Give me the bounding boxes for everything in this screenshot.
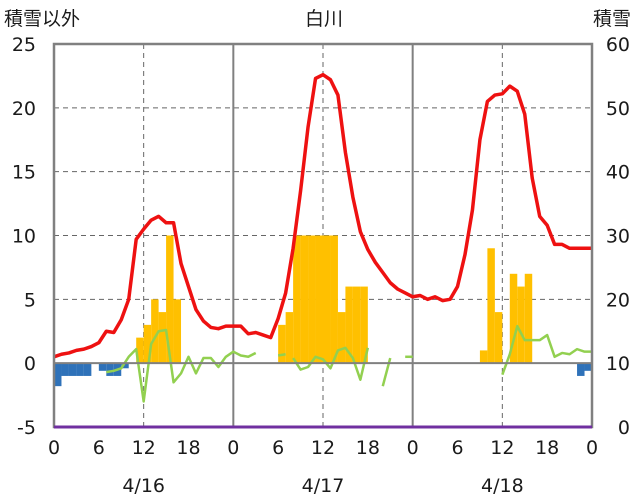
left-y-tick-label: 5: [24, 289, 36, 311]
precip-bar: [315, 235, 323, 364]
right-y-tick-label: 40: [606, 162, 630, 184]
x-tick-label: 6: [272, 437, 284, 459]
snow-bar: [54, 363, 62, 387]
precip-bar: [509, 273, 518, 364]
right-y-tick-label: 20: [606, 289, 630, 311]
precip-bar: [517, 286, 525, 364]
precip-bar: [479, 350, 488, 364]
day-label: 4/16: [122, 475, 165, 497]
precip-bar: [487, 248, 495, 364]
x-tick-label: 0: [407, 437, 419, 459]
tick-labels: -5 0 5 10 15 20 25 0 10 20 30 40 50 60 0 6 12 18 0 6 12 18 0 6 1…: [12, 34, 630, 497]
left-y-tick-label: 15: [12, 162, 36, 184]
day-label: 4/18: [481, 475, 524, 497]
x-tick-label: 0: [227, 437, 239, 459]
precip-bar: [300, 235, 309, 364]
precip-bar: [293, 235, 301, 364]
x-tick-label: 12: [311, 437, 335, 459]
precip-bar: [151, 299, 159, 364]
wind-segment: [292, 346, 370, 382]
x-tick-label: 12: [132, 437, 156, 459]
temperature-line: [53, 72, 592, 359]
snow-bar: [577, 363, 585, 376]
snow-bar: [83, 363, 92, 376]
x-tick-label: 0: [48, 437, 60, 459]
wind-segment: [106, 328, 257, 403]
precip-bar: [143, 324, 152, 364]
snow-bar: [121, 363, 129, 369]
precip-bar: [323, 235, 331, 364]
left-y-tick-label: 10: [12, 226, 36, 248]
precip-bar: [158, 312, 167, 364]
right-axis-label: 積雪: [593, 8, 631, 30]
precip-bar: [285, 312, 294, 364]
snow-bar: [61, 363, 69, 376]
x-tick-label: 6: [451, 437, 463, 459]
precip-bar: [345, 286, 353, 364]
wind-segment: [501, 324, 592, 376]
snow-bar: [106, 363, 114, 376]
left-y-tick-label: 25: [12, 34, 36, 56]
left-axis-label: 積雪以外: [4, 8, 80, 30]
precip-bar: [494, 312, 503, 364]
precip-bar: [278, 324, 286, 364]
snow-change-bars: [54, 363, 592, 387]
left-y-tick-label: 0: [24, 353, 36, 375]
precip-bar: [136, 337, 144, 364]
chart-title: 白川: [305, 8, 343, 30]
temperature-series: [53, 72, 592, 359]
precip-bar: [166, 235, 174, 364]
plot-frame: [52, 42, 594, 429]
right-y-tick-label: 30: [606, 226, 630, 248]
day-label: 4/17: [302, 475, 345, 497]
right-y-tick-label: 10: [606, 353, 630, 375]
precip-bar: [360, 286, 368, 364]
precip-bar: [330, 235, 338, 364]
precip-bar: [524, 273, 533, 364]
x-tick-label: 18: [535, 437, 559, 459]
right-y-tick-label: 50: [606, 98, 630, 120]
x-tick-label: 18: [356, 437, 380, 459]
snow-bar: [76, 363, 84, 376]
precip-bar: [337, 312, 346, 364]
left-y-tick-label: -5: [17, 417, 36, 439]
wind-segment: [277, 352, 286, 357]
x-tick-label: 18: [176, 437, 200, 459]
precip-bar: [308, 235, 316, 364]
precip-bar: [352, 286, 361, 364]
x-tick-label: 0: [586, 437, 598, 459]
right-y-tick-label: 0: [618, 417, 630, 439]
left-y-tick-label: 20: [12, 98, 36, 120]
x-tick-label: 12: [490, 437, 514, 459]
precipitation-bars: [136, 235, 533, 364]
precip-bar: [173, 299, 182, 364]
snow-bar: [584, 363, 592, 371]
snow-bar: [68, 363, 77, 376]
x-tick-label: 6: [93, 437, 105, 459]
right-y-tick-label: 60: [606, 34, 630, 56]
snow-bar: [98, 363, 107, 371]
